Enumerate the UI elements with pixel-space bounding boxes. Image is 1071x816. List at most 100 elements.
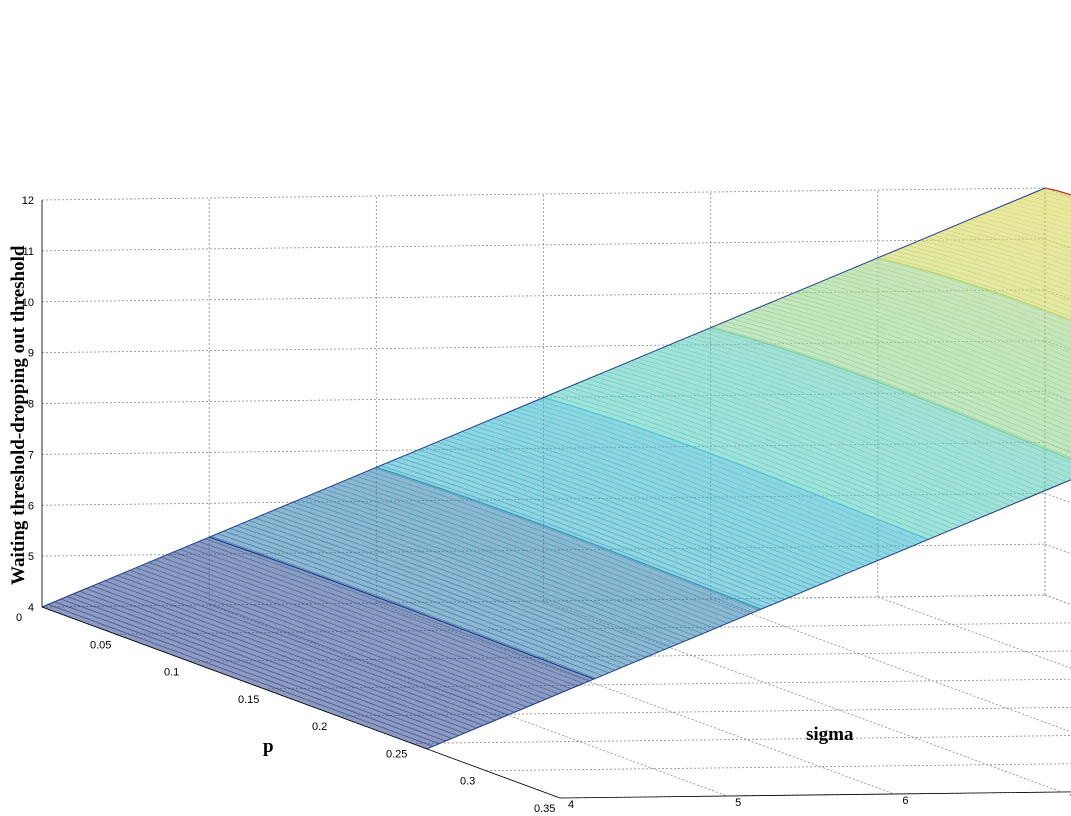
surface-mesh-line — [430, 444, 816, 587]
surface-mesh-line — [800, 289, 1071, 386]
surface-mesh-line — [850, 268, 1071, 344]
surface-mesh-line — [631, 360, 1017, 504]
surface-mesh-line — [311, 494, 697, 637]
surface-edge-p-start — [41, 187, 1046, 608]
surface-mesh-line — [499, 415, 885, 559]
surface-mesh-line — [919, 240, 1071, 287]
surface-mesh-line — [844, 271, 1071, 349]
surface-mesh-line — [135, 567, 521, 710]
surface-mesh-line — [167, 554, 553, 697]
surface-mesh-line — [900, 247, 1071, 302]
surface-mesh-line — [894, 250, 1071, 307]
z-tick-label: 9 — [28, 348, 34, 360]
floor-grid-line — [485, 763, 1071, 772]
surface-mesh-line — [869, 260, 1071, 328]
z-tick-label: 11 — [23, 246, 34, 258]
surface-mesh-line — [110, 577, 496, 721]
surface-mesh-line — [819, 281, 1071, 370]
surface-mesh-line — [988, 211, 1071, 234]
surface-mesh-line — [662, 347, 1048, 490]
surface-edge-p-end — [426, 479, 1071, 750]
surface-mesh-line — [455, 433, 841, 577]
surface-mesh-line — [361, 473, 747, 616]
back-wall-grid-line — [41, 187, 1046, 201]
surface-mesh-line — [856, 266, 1071, 338]
y-tick-label: 7 — [1070, 793, 1071, 805]
surface-mesh-line — [229, 528, 616, 671]
surface-mesh-line — [104, 580, 490, 724]
surface-mesh-line — [305, 496, 691, 640]
z-tick-label: 7 — [28, 449, 34, 461]
surface-mesh-line — [581, 381, 967, 525]
surface-mesh-line — [875, 258, 1071, 323]
surface-mesh-line — [744, 313, 1071, 433]
z-tick-label: 10 — [22, 297, 34, 309]
surface-mesh-line — [392, 460, 778, 603]
surface-band-edge — [877, 257, 1071, 321]
back-wall-grid-line — [41, 238, 1046, 252]
surface-mesh-line — [907, 245, 1071, 297]
x-tick-label: 0 — [16, 612, 22, 624]
surface-mesh-line — [512, 410, 898, 553]
surface-mesh-line — [731, 318, 1071, 443]
surface-mesh-line — [825, 279, 1071, 364]
surface-band — [42, 537, 594, 749]
surface-band-edge — [543, 396, 929, 540]
surface-mesh-line — [204, 538, 590, 682]
surface-mesh-line — [831, 276, 1071, 359]
x-axis-label: p — [263, 736, 274, 757]
surface-mesh-line — [618, 365, 1004, 509]
back-wall-grid-line — [41, 289, 1046, 303]
surface-mesh-line — [461, 431, 847, 574]
z-axis-label: Waiting threshold-dropping out threshold — [8, 245, 29, 585]
surface-mesh-line — [562, 389, 948, 532]
x-tick-label: 0.05 — [90, 639, 111, 651]
surface-mesh-line — [781, 297, 1071, 401]
surface-mesh-line — [537, 399, 923, 543]
z-tick-label: 12 — [22, 195, 34, 207]
surface-mesh-line — [323, 488, 710, 632]
surface-mesh-line — [750, 310, 1071, 428]
surface-mesh-line — [643, 355, 1029, 498]
floor-grid-line — [710, 598, 1071, 733]
surface-mesh-line — [280, 507, 666, 650]
surface-mesh-line — [838, 274, 1071, 354]
surface-mesh-line — [863, 263, 1071, 333]
surface-mesh-line — [505, 412, 891, 556]
surface-mesh-line — [129, 569, 515, 713]
floor-grid-line — [337, 706, 1071, 717]
side-wall-grid-line — [1044, 492, 1071, 504]
surface-mesh-line — [813, 284, 1071, 375]
surface-mesh-line — [317, 491, 703, 635]
surface-mesh-line — [254, 517, 641, 661]
surface-mesh-line — [480, 423, 866, 566]
surface-mesh-line — [474, 425, 860, 569]
surface-mesh-line — [248, 520, 634, 663]
surface-mesh-line — [693, 334, 1071, 474]
surface-mesh-line — [806, 287, 1071, 380]
surface-mesh-line — [261, 514, 647, 658]
surface-mesh-line — [593, 376, 979, 519]
surface-mesh-line — [330, 486, 716, 629]
surface-mesh-line — [73, 593, 459, 737]
x-tick-label: 0.25 — [386, 748, 407, 760]
surface-mesh-line — [574, 384, 960, 527]
y-axis-line — [559, 791, 1071, 799]
surface-mesh-line — [405, 454, 791, 598]
surface-mesh-line — [775, 300, 1071, 407]
surface-mesh-line — [192, 543, 578, 687]
surface-mesh-line — [700, 331, 1071, 469]
surface-mesh-line — [794, 292, 1071, 391]
surface-mesh-line — [881, 255, 1071, 318]
surface-mesh-line — [524, 405, 910, 548]
surface-mesh-line — [486, 420, 873, 564]
surface-mesh-line — [267, 512, 653, 655]
surface-mesh-line — [568, 386, 954, 530]
z-tick-label: 4 — [28, 602, 34, 614]
y-tick-label: 4 — [568, 799, 574, 811]
surface-mesh-line — [449, 436, 835, 580]
surface-mesh-line — [54, 601, 440, 744]
surface-mesh-line — [756, 308, 1071, 422]
surface-mesh-line — [179, 549, 565, 692]
